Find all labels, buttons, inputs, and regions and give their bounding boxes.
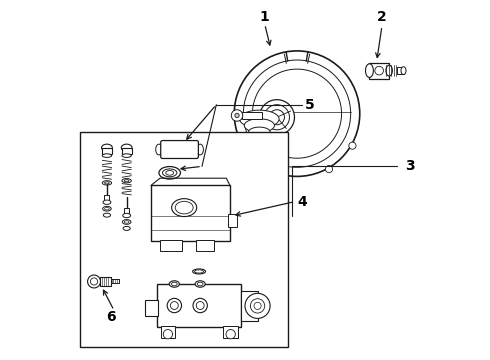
Ellipse shape — [124, 180, 129, 182]
Circle shape — [91, 278, 98, 285]
Circle shape — [375, 66, 383, 75]
Bar — [104, 195, 109, 202]
Circle shape — [231, 110, 243, 121]
Circle shape — [254, 302, 261, 310]
Bar — [243, 112, 262, 119]
Circle shape — [88, 275, 100, 288]
Text: 3: 3 — [405, 159, 415, 173]
Ellipse shape — [102, 154, 112, 157]
Circle shape — [252, 69, 342, 158]
Ellipse shape — [170, 281, 179, 287]
Ellipse shape — [103, 200, 111, 204]
Circle shape — [193, 298, 207, 313]
Bar — [100, 277, 111, 286]
Bar — [80, 132, 288, 347]
Circle shape — [349, 142, 356, 149]
FancyBboxPatch shape — [161, 140, 198, 158]
Ellipse shape — [102, 181, 112, 185]
Circle shape — [235, 113, 239, 118]
Circle shape — [171, 302, 178, 310]
Bar — [122, 148, 132, 154]
Circle shape — [167, 298, 181, 313]
Bar — [111, 279, 120, 283]
Ellipse shape — [195, 270, 203, 273]
Text: 2: 2 — [377, 10, 387, 24]
Bar — [223, 326, 238, 338]
Ellipse shape — [172, 199, 196, 217]
Bar — [228, 214, 237, 226]
Ellipse shape — [102, 206, 111, 211]
Ellipse shape — [159, 167, 180, 179]
Ellipse shape — [175, 201, 193, 214]
Ellipse shape — [195, 281, 205, 287]
Text: 4: 4 — [297, 194, 307, 208]
Ellipse shape — [245, 119, 274, 132]
Bar — [242, 291, 258, 320]
Circle shape — [265, 105, 290, 130]
Circle shape — [244, 60, 351, 167]
Bar — [151, 185, 230, 241]
Ellipse shape — [101, 144, 112, 151]
Bar — [369, 63, 389, 78]
Bar — [145, 300, 158, 316]
Ellipse shape — [104, 207, 109, 210]
Bar — [160, 240, 181, 251]
Circle shape — [196, 302, 204, 310]
Ellipse shape — [123, 226, 130, 230]
Ellipse shape — [124, 221, 129, 223]
Ellipse shape — [122, 154, 131, 157]
Ellipse shape — [366, 64, 373, 77]
Ellipse shape — [166, 171, 173, 175]
Ellipse shape — [240, 110, 279, 128]
Ellipse shape — [163, 169, 177, 177]
Text: 6: 6 — [106, 310, 115, 324]
Ellipse shape — [122, 220, 131, 224]
Ellipse shape — [156, 144, 162, 155]
Bar — [124, 208, 129, 215]
Circle shape — [234, 51, 360, 176]
Ellipse shape — [103, 213, 111, 217]
Ellipse shape — [193, 269, 205, 274]
Ellipse shape — [401, 67, 406, 75]
Text: 5: 5 — [305, 98, 315, 112]
Bar — [102, 148, 112, 154]
Circle shape — [270, 110, 285, 125]
Bar — [196, 240, 214, 251]
Circle shape — [245, 293, 270, 319]
Ellipse shape — [386, 65, 392, 76]
Ellipse shape — [248, 127, 270, 137]
Ellipse shape — [122, 179, 131, 183]
Ellipse shape — [172, 282, 177, 286]
Ellipse shape — [197, 144, 203, 155]
Circle shape — [226, 329, 235, 339]
Bar — [397, 67, 403, 74]
Circle shape — [325, 166, 333, 173]
Text: 1: 1 — [260, 10, 270, 24]
Ellipse shape — [122, 144, 132, 151]
Bar — [161, 326, 175, 338]
Ellipse shape — [122, 213, 131, 218]
Circle shape — [250, 299, 265, 313]
Circle shape — [259, 100, 294, 135]
Bar — [157, 284, 242, 327]
Ellipse shape — [104, 182, 109, 184]
Ellipse shape — [197, 282, 203, 286]
Circle shape — [163, 329, 172, 339]
